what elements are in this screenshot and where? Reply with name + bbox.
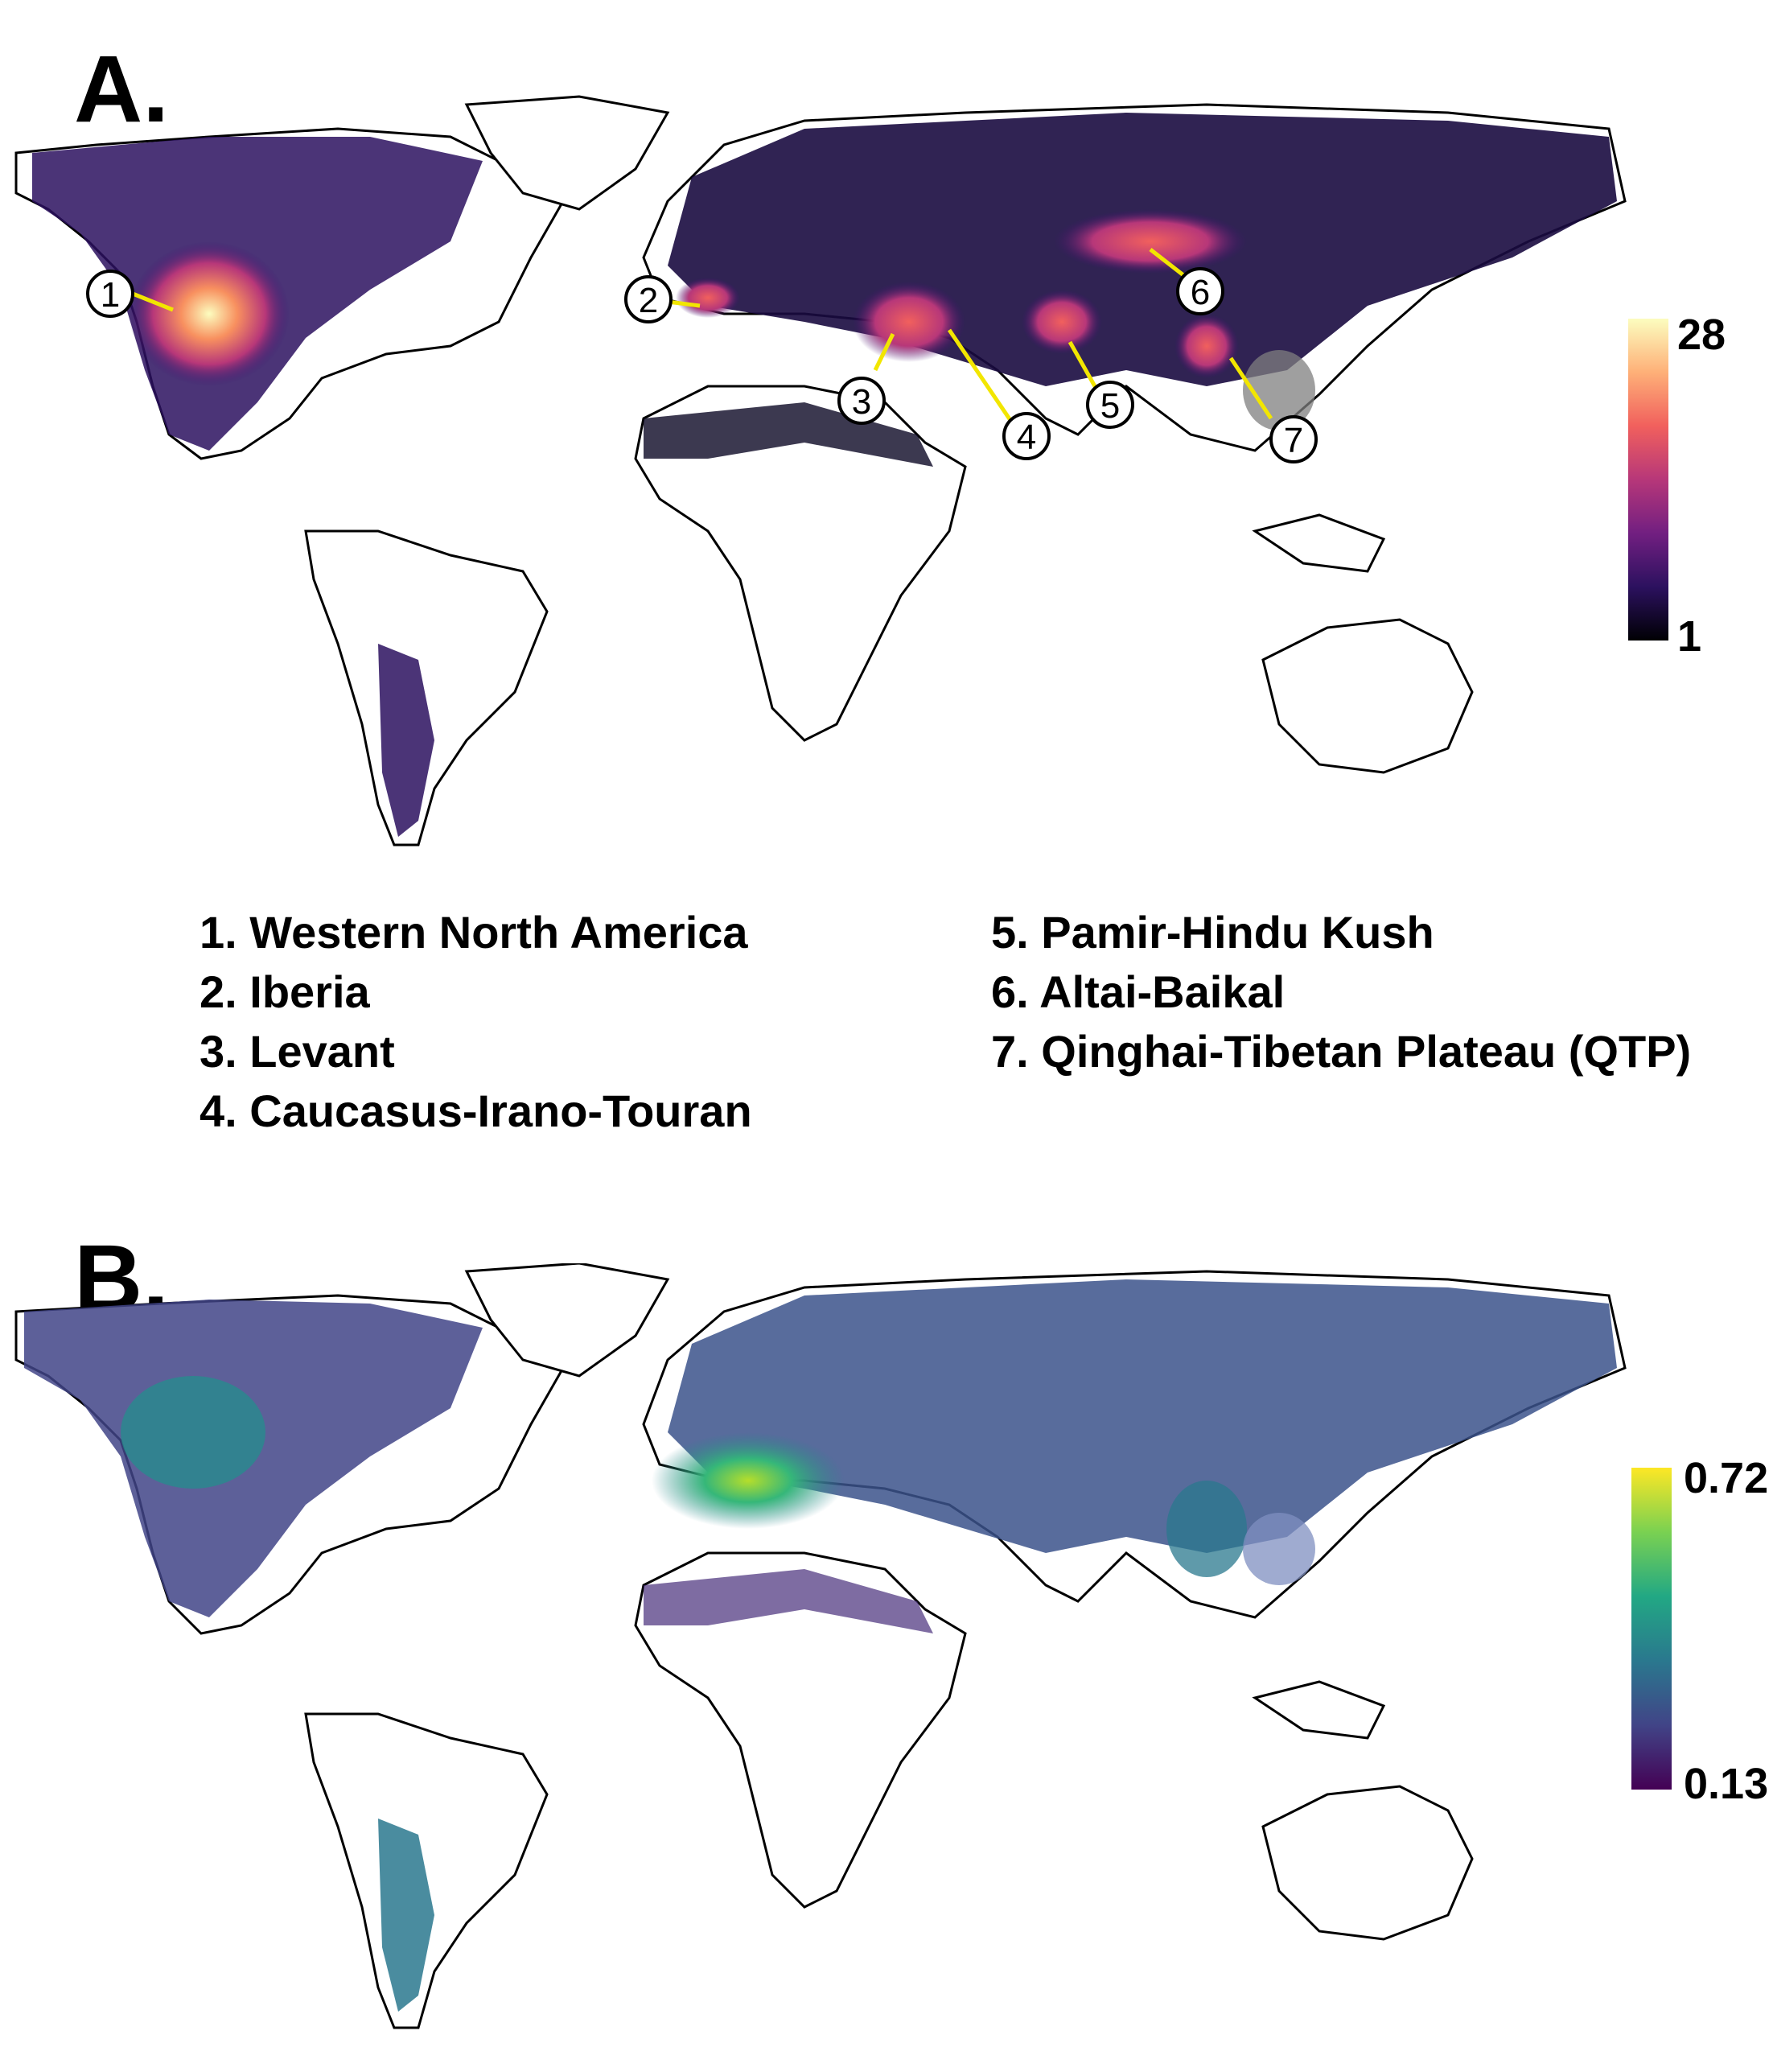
callout-label-6: 6 xyxy=(1191,273,1210,312)
colorbar-a-max-label: 28 xyxy=(1677,311,1726,359)
map-b xyxy=(14,1263,1627,2029)
map-a: 1 2 3 4 5 6 7 xyxy=(14,95,1627,847)
callout-label-7: 7 xyxy=(1284,421,1303,460)
callout-markers-a xyxy=(86,267,1318,463)
legend-item-6: 6. Altai-Baikal xyxy=(991,966,1286,1017)
region-legend-right: 5. Pamir-Hindu Kush 6. Altai-Baikal 7. Q… xyxy=(991,903,1691,1081)
colorbar-a xyxy=(1628,319,1668,641)
colorbar-b-min-label: 0.13 xyxy=(1684,1760,1769,1808)
legend-item-2: 2. Iberia xyxy=(200,966,370,1017)
colorbar-b xyxy=(1631,1468,1672,1790)
callouts-a xyxy=(132,248,1273,436)
legend-item-7: 7. Qinghai-Tibetan Plateau (QTP) xyxy=(991,1026,1692,1077)
colorbar-a-min-label: 1 xyxy=(1677,612,1702,661)
callout-label-1: 1 xyxy=(101,275,120,315)
legend-item-1: 1. Western North America xyxy=(200,907,748,958)
richness-heat-a xyxy=(32,113,1617,837)
callout-label-5: 5 xyxy=(1100,386,1120,426)
callout-label-3: 3 xyxy=(852,382,871,422)
beta-diversity-heat-b xyxy=(24,1279,1617,2012)
colorbar-b-max-label: 0.72 xyxy=(1684,1454,1769,1502)
legend-item-3: 3. Levant xyxy=(200,1026,395,1077)
region-legend-left: 1. Western North America 2. Iberia 3. Le… xyxy=(200,903,752,1141)
legend-item-5: 5. Pamir-Hindu Kush xyxy=(991,907,1434,958)
callout-label-4: 4 xyxy=(1017,418,1036,457)
callout-labels-a: 1 2 3 4 5 6 7 xyxy=(101,273,1303,460)
legend-item-4: 4. Caucasus-Irano-Touran xyxy=(200,1085,752,1136)
callout-label-2: 2 xyxy=(639,281,658,320)
panel-a-letter: A. xyxy=(74,36,169,142)
